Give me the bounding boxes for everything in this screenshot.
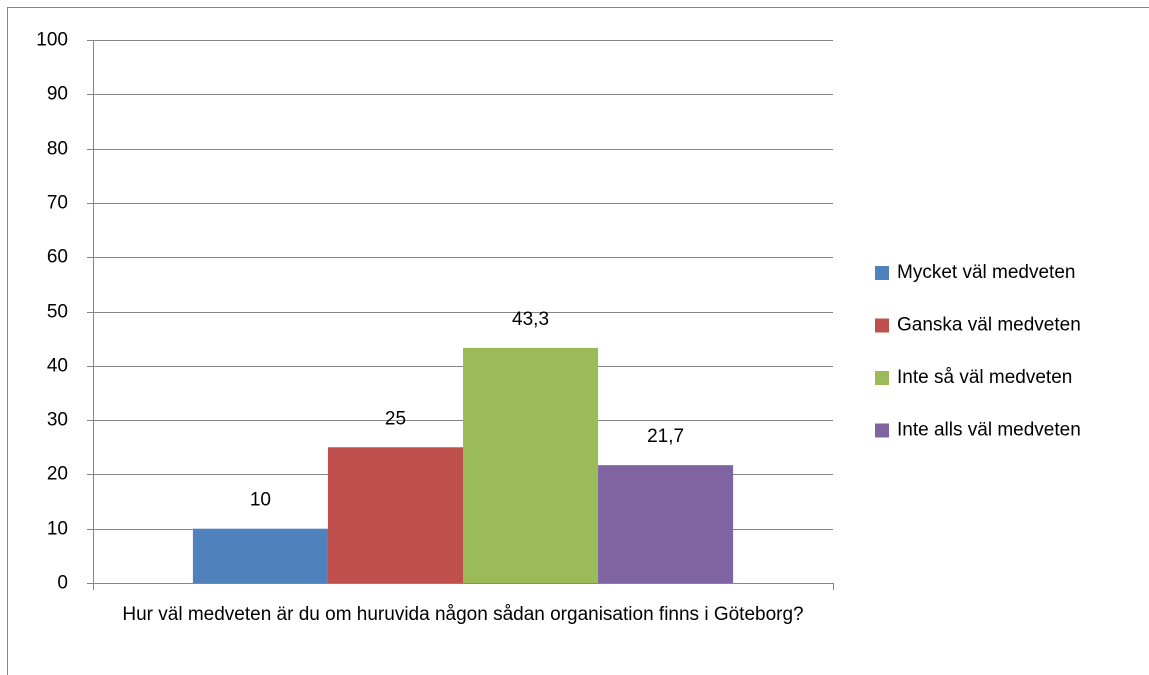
y-tick-label: 60 — [47, 247, 68, 268]
y-tick-label: 70 — [47, 193, 68, 214]
data-label: 25 — [385, 408, 406, 429]
bar — [598, 465, 734, 583]
data-label: 43,3 — [512, 309, 549, 330]
chart-border — [7, 7, 1149, 675]
legend-swatch — [875, 371, 889, 385]
y-tick-label: 40 — [47, 356, 68, 377]
legend-swatch — [875, 423, 889, 438]
legend-label: Ganska väl medveten — [897, 315, 1081, 336]
bar — [192, 528, 328, 583]
bar — [463, 347, 599, 583]
data-label: 21,7 — [647, 426, 684, 447]
legend-label: Mycket väl medveten — [897, 262, 1075, 283]
y-tick-label: 50 — [47, 302, 68, 323]
y-tick-label: 10 — [47, 519, 68, 540]
legend-label: Inte alls väl medveten — [897, 420, 1081, 441]
y-tick-label: 30 — [47, 410, 68, 431]
x-category-label: Hur väl medveten är du om huruvida någon… — [122, 604, 804, 625]
bar — [327, 447, 463, 583]
y-tick-label: 90 — [47, 84, 68, 105]
y-tick-label: 0 — [57, 573, 68, 594]
y-tick-label: 80 — [47, 139, 68, 160]
legend-swatch — [875, 318, 889, 333]
data-label: 10 — [250, 490, 271, 511]
y-tick-label: 20 — [47, 464, 68, 485]
y-tick-label: 100 — [36, 30, 68, 51]
legend-label: Inte så väl medveten — [897, 367, 1072, 388]
legend-swatch — [875, 266, 889, 280]
